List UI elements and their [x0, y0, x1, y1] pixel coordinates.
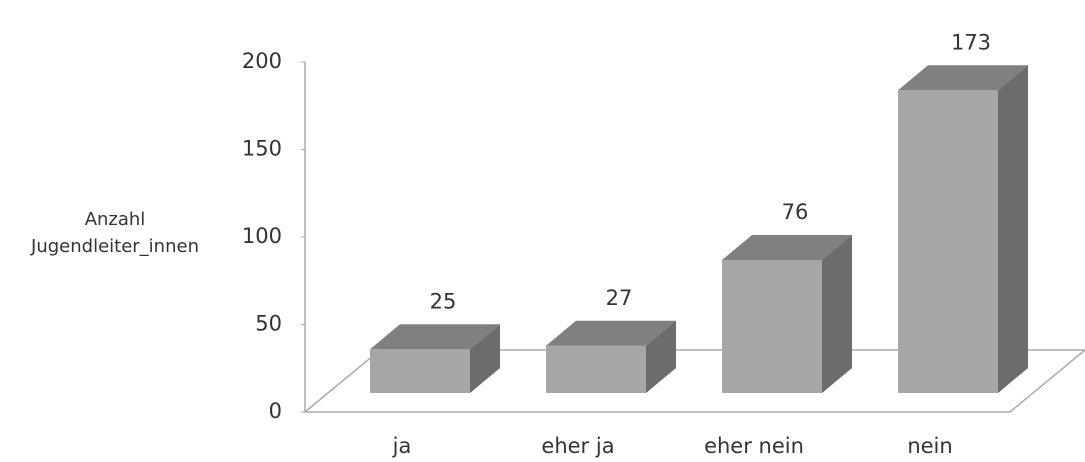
- data-label: 27: [606, 286, 633, 310]
- bar-front: [898, 90, 998, 393]
- y-tick-label: 0: [269, 399, 282, 423]
- bar: [370, 324, 500, 393]
- bar-side: [822, 235, 852, 393]
- bar-top: [722, 235, 852, 260]
- y-axis-title: Anzahl Jugendleiter_innen: [31, 209, 199, 257]
- bar-front: [722, 260, 822, 393]
- bar-front: [370, 349, 470, 393]
- x-tick-label: eher nein: [704, 434, 804, 458]
- bar-side: [998, 65, 1028, 393]
- bar-front: [546, 345, 646, 393]
- bar: [722, 235, 852, 393]
- y-tick-label: 100: [242, 224, 282, 248]
- y-tick-label: 150: [242, 137, 282, 161]
- bar-top: [898, 65, 1028, 91]
- bar-side: [646, 320, 676, 393]
- y-tick-label: 50: [255, 312, 282, 336]
- x-tick-label: ja: [392, 434, 412, 458]
- y-tick-label: 200: [242, 49, 282, 73]
- x-tick-label: eher ja: [541, 434, 614, 458]
- data-label: 173: [951, 30, 991, 54]
- data-label: 25: [430, 289, 457, 313]
- bar-side: [470, 324, 500, 393]
- bar-top: [546, 320, 676, 346]
- bar: [546, 320, 676, 393]
- x-tick-label: nein: [907, 434, 952, 458]
- bar: [898, 65, 1028, 393]
- bar-top: [370, 324, 500, 350]
- data-label: 76: [782, 200, 809, 224]
